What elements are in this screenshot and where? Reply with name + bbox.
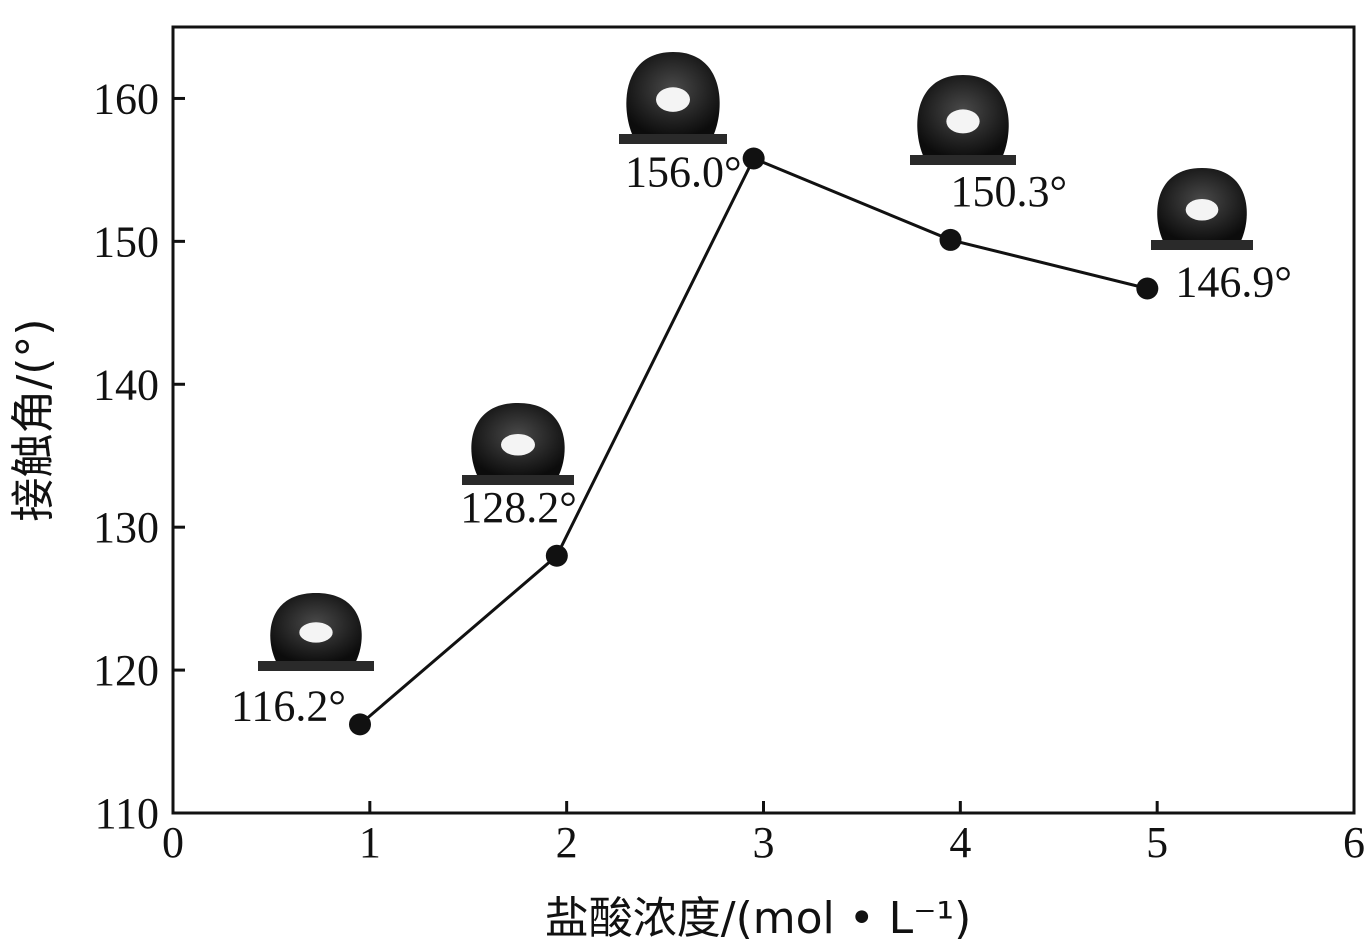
y-axis-ticks: 110 120 130 140 150 160: [93, 74, 185, 838]
substrate: [1151, 240, 1253, 250]
data-point: [348, 713, 371, 736]
droplet-insets: [258, 52, 1253, 671]
data-point: [1136, 277, 1159, 300]
droplet-highlight: [299, 622, 333, 643]
x-tick-label: 2: [556, 818, 578, 867]
data-label: 150.3°: [950, 167, 1067, 216]
x-tick-label: 1: [359, 818, 381, 867]
data-points: [348, 147, 1159, 736]
substrate: [910, 155, 1016, 165]
x-axis-ticks: 0 1 2 3 4 5 6: [162, 801, 1365, 867]
y-tick-label: 160: [93, 74, 159, 123]
data-label: 156.0°: [625, 147, 742, 196]
droplet-inset: [910, 75, 1016, 165]
plot-frame: [171, 25, 1356, 815]
substrate: [258, 661, 374, 671]
droplet-highlight: [501, 433, 535, 456]
y-tick-label: 120: [93, 646, 159, 695]
y-tick-label: 140: [93, 360, 159, 409]
x-tick-label: 6: [1343, 818, 1365, 867]
x-tick-label: 5: [1146, 818, 1168, 867]
substrate: [619, 134, 727, 144]
x-tick-label: 3: [753, 818, 775, 867]
data-label: 128.2°: [460, 483, 577, 532]
droplet-inset: [258, 593, 374, 671]
droplet-highlight: [946, 109, 980, 134]
data-point: [742, 147, 765, 170]
y-tick-label: 150: [93, 217, 159, 266]
droplet-highlight: [1185, 198, 1219, 221]
data-point: [545, 544, 568, 567]
droplet-inset: [619, 52, 727, 144]
droplet-inset: [462, 403, 574, 485]
y-tick-label: 130: [93, 503, 159, 552]
data-label: 146.9°: [1175, 258, 1292, 307]
droplet-highlight: [656, 87, 690, 112]
y-tick-label: 110: [95, 789, 159, 838]
x-tick-label: 4: [949, 818, 971, 867]
x-axis-title: 盐酸浓度/(mol • L⁻¹): [545, 893, 971, 944]
data-point: [939, 228, 962, 251]
data-labels: 116.2° 128.2° 156.0° 150.3° 146.9°: [231, 147, 1292, 730]
substrate: [462, 475, 574, 485]
x-tick-label: 0: [162, 818, 184, 867]
droplet-inset: [1151, 168, 1253, 250]
y-axis-title: 接触角/(°): [8, 318, 59, 521]
data-label: 116.2°: [231, 681, 346, 730]
